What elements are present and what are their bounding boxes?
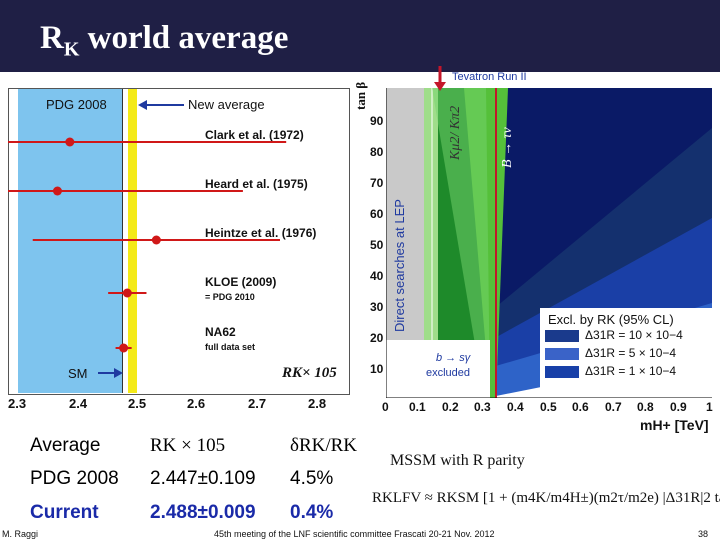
- tevatron-arrow: [434, 66, 446, 91]
- bsgamma-label: b → sγ: [436, 352, 471, 364]
- lep-label: Direct searches at LEP: [392, 199, 407, 332]
- x-tick: 0.8: [637, 400, 654, 414]
- formula: RKLFV ≈ RKSM [1 + (m4K/m4H±)(m2τ/m2e) |Δ…: [372, 490, 720, 506]
- averages-table: Average RK × 105 δRK/RK PDG 2008 2.447±0…: [30, 430, 380, 530]
- sm-arrow: [98, 368, 123, 378]
- x-tick: 2.7: [248, 396, 267, 411]
- table-row: PDG 2008 2.447±0.109 4.5%: [30, 468, 334, 489]
- pdg-label: PDG 2008: [46, 97, 107, 112]
- new-average-label: New average: [188, 97, 265, 112]
- y-tick: 20: [370, 331, 384, 345]
- measurement-point: [52, 186, 62, 196]
- y-tick: 10: [370, 362, 384, 376]
- x-tick: 0.4: [507, 400, 524, 414]
- mssm-label: MSSM with R parity: [390, 452, 525, 469]
- measurement-point: [65, 137, 75, 147]
- measurement-label-na62: NA62: [205, 325, 236, 339]
- legend-swatch: [545, 330, 579, 342]
- table-header: δRK/RK: [290, 435, 358, 456]
- table-header: Average: [30, 435, 101, 456]
- y-tick: 80: [370, 145, 384, 159]
- exclusion-plot: [386, 88, 712, 398]
- table-header: RK × 105: [150, 435, 226, 456]
- y-tick: 30: [370, 300, 384, 314]
- x-tick: 2.6: [187, 396, 206, 411]
- measurement-point: [119, 343, 129, 353]
- x-tick: 1: [706, 400, 713, 414]
- measurement-note-na62: full data set: [205, 342, 256, 352]
- btaunu-label: B → τν: [500, 127, 515, 168]
- x-tick: 0.3: [474, 400, 491, 414]
- left-axis-label: RK× 105: [282, 365, 337, 381]
- y-tick: 70: [370, 176, 384, 190]
- new-average-arrow: [138, 100, 184, 110]
- x-tick: 0.9: [670, 400, 687, 414]
- x-axis-title: mH+ [TeV]: [640, 417, 709, 433]
- title-bar: [0, 0, 720, 72]
- measurement-label-heintze: Heintze et al. (1976): [205, 226, 317, 240]
- measurement-point: [151, 235, 161, 245]
- x-tick: 0.7: [605, 400, 622, 414]
- table-row: Current 2.488±0.009 0.4%: [30, 502, 334, 523]
- footer-meeting: 45th meeting of the LNF scientific commi…: [214, 529, 495, 539]
- measurement-point: [122, 288, 132, 298]
- legend-title: Excl. by RK (95% CL): [548, 312, 674, 327]
- measurement-label-kloe: KLOE (2009): [205, 275, 277, 289]
- measurement-points: [8, 137, 287, 353]
- y-tick: 50: [370, 238, 384, 252]
- x-tick: 0.6: [572, 400, 589, 414]
- x-tick: 2.5: [128, 396, 147, 411]
- legend-swatch: [545, 366, 579, 378]
- bsgamma-sub: excluded: [426, 367, 471, 379]
- measurement-note-kloe: = PDG 2010: [205, 292, 255, 302]
- tevatron-label: Tevatron Run II: [452, 71, 527, 83]
- legend-item: Δ31R = 10 × 10−4: [585, 328, 683, 342]
- legend-item: Δ31R = 5 × 10−4: [585, 346, 677, 360]
- legend-item: Δ31R = 1 × 10−4: [585, 364, 677, 378]
- x-tick: 0: [382, 400, 389, 414]
- page-number: 38: [698, 529, 709, 539]
- y-tick: 90: [370, 114, 384, 128]
- measurement-label-clark: Clark et al. (1972): [205, 128, 304, 142]
- slide-title: RK world average: [40, 20, 289, 61]
- x-tick: 0.2: [442, 400, 459, 414]
- y-tick: 40: [370, 269, 384, 283]
- x-tick: 2.4: [69, 396, 88, 411]
- y-tick: 60: [370, 207, 384, 221]
- x-tick: 2.3: [8, 396, 27, 411]
- x-tick: 2.8: [308, 396, 327, 411]
- x-tick: 0.5: [540, 400, 557, 414]
- measurement-label-heard: Heard et al. (1975): [205, 177, 308, 191]
- sm-label: SM: [68, 366, 88, 381]
- y-axis-title: tan β: [353, 81, 368, 110]
- ktaunu-label: Kμ2/ Kπ2: [448, 105, 463, 160]
- legend-swatch: [545, 348, 579, 360]
- footer-author: M. Raggi: [2, 529, 39, 539]
- x-tick: 0.1: [409, 400, 426, 414]
